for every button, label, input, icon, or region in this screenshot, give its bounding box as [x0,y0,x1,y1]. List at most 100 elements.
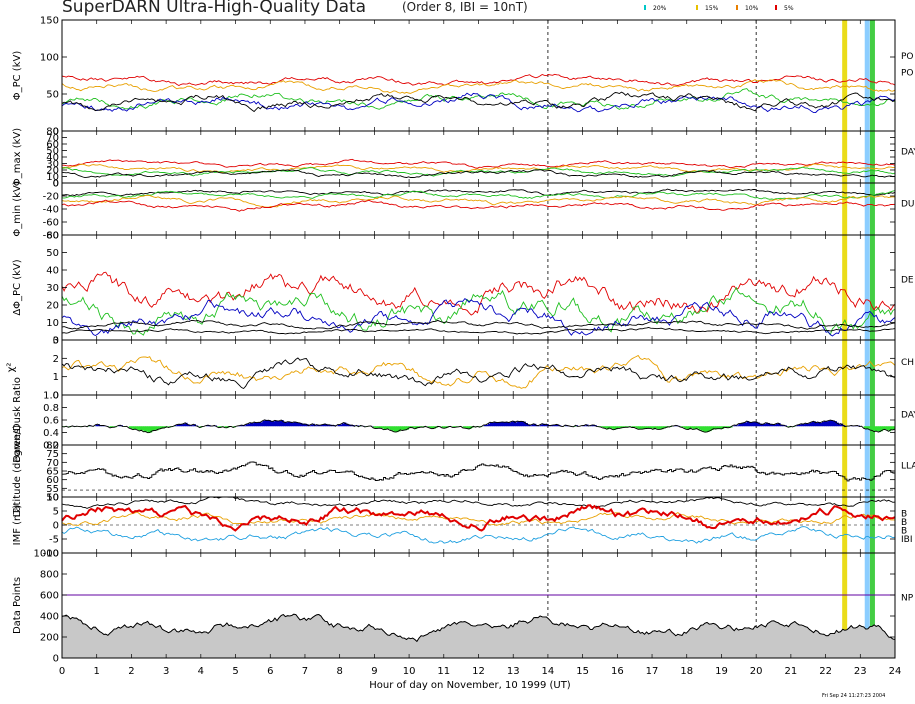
series-line-0 [62,159,895,168]
y-axis-label: Data Points [12,577,23,634]
y-tick-label: 3 [53,336,59,347]
x-tick-label: 8 [336,666,342,677]
y-tick-label: 5 [53,507,59,518]
panel-frame [62,20,895,131]
series-area [62,614,895,658]
y-tick-label: 0.6 [43,416,59,427]
y-axis-label: χ² [6,363,17,373]
right-label: DU [901,199,915,209]
x-tick-label: 17 [646,666,659,677]
y-tick-label: 10 [46,493,59,504]
y-tick-label: 80 [46,441,59,452]
y-tick-label: 1000 [34,549,59,560]
chart-title: SuperDARN Ultra-High-Quality Data [62,0,366,17]
legend-label: 5% [784,5,794,12]
x-tick-label: 4 [198,666,204,677]
y-axis-label: Latitude (degrees) [12,425,23,517]
y-axis-label: Φ_max (kV) [12,128,23,186]
panel-frame [62,395,895,445]
y-tick-label: 0 [53,521,59,532]
x-tick-label: 24 [889,666,902,677]
right-label: IBI [901,535,912,545]
legend-label: 20% [653,5,667,12]
x-tick-label: 12 [472,666,485,677]
highlight-band [865,20,870,658]
y-tick-label: -5 [49,535,59,546]
y-axis-label: IMF (nT) [12,505,23,546]
series-line-1 [62,164,895,173]
right-label: PO [901,52,914,62]
panel-frame [62,340,895,395]
x-tick-label: 11 [437,666,450,677]
y-tick-label: 50 [46,248,59,259]
y-axis-label: Φ_PC (kV) [12,51,23,101]
series-line-0 [62,272,895,315]
series-line-4 [62,328,895,335]
y-tick-label: 0 [53,179,59,190]
x-tick-label: 1 [94,666,100,677]
right-label: DE [901,275,914,285]
x-tick-label: 5 [232,666,238,677]
y-tick-label: 20 [46,301,59,312]
x-tick-label: 0 [59,666,65,677]
y-tick-label: 30 [46,283,59,294]
y-tick-label: -40 [43,205,59,216]
right-label: NP [901,593,914,603]
x-tick-label: 7 [302,666,308,677]
x-tick-label: 2 [128,666,134,677]
y-tick-label: 1.0 [43,391,59,402]
highlight-band [842,20,847,658]
chart-subtitle: (Order 8, IBI = 10nT) [402,0,528,14]
series-line-0 [62,356,895,389]
y-tick-label: 40 [46,266,59,277]
y-tick-label: 100 [40,53,59,64]
highlight-band [870,20,875,658]
legend-label: 10% [745,5,759,12]
x-tick-label: 16 [611,666,624,677]
y-tick-label: 0.8 [43,403,59,414]
series-line-0 [62,462,895,481]
x-tick-label: 18 [680,666,693,677]
right-label: DAY [901,147,915,157]
series-line-3 [62,320,895,329]
y-tick-label: 600 [40,591,59,602]
x-tick-label: 22 [819,666,832,677]
x-tick-label: 19 [715,666,728,677]
y-tick-label: 80 [46,127,59,138]
legend-label: 15% [705,5,719,12]
y-tick-label: 0.4 [43,428,59,439]
y-tick-label: 800 [40,570,59,581]
y-tick-label: 400 [40,612,59,623]
x-tick-label: 23 [854,666,867,677]
x-tick-label: 13 [507,666,520,677]
y-tick-label: 50 [46,90,59,101]
x-tick-label: 10 [403,666,416,677]
y-tick-label: 10 [46,318,59,329]
right-label: DAY [901,411,915,421]
threshold-legend: 20% 15% 10% 5% [645,5,794,12]
right-label: PO [901,69,914,79]
right-label: LLA [901,461,915,471]
y-tick-label: 0 [53,654,59,665]
x-tick-label: 6 [267,666,273,677]
x-tick-label: 9 [371,666,377,677]
x-tick-label: 21 [785,666,798,677]
panel-frame [62,131,895,183]
x-axis-label: Hour of day on November, 10 1999 (UT) [369,680,571,691]
x-tick-label: 14 [542,666,555,677]
x-tick-label: 15 [576,666,589,677]
panel-phi-min: 0-20-40-60-80Φ_min (kV)DU [12,179,915,242]
series-line-3 [62,200,895,211]
x-tick-label: 20 [750,666,763,677]
y-tick-label: 150 [40,16,59,27]
series-line-3 [62,93,895,112]
timestamp: Fri Sep 24 11:27:23 2004 [822,693,885,699]
